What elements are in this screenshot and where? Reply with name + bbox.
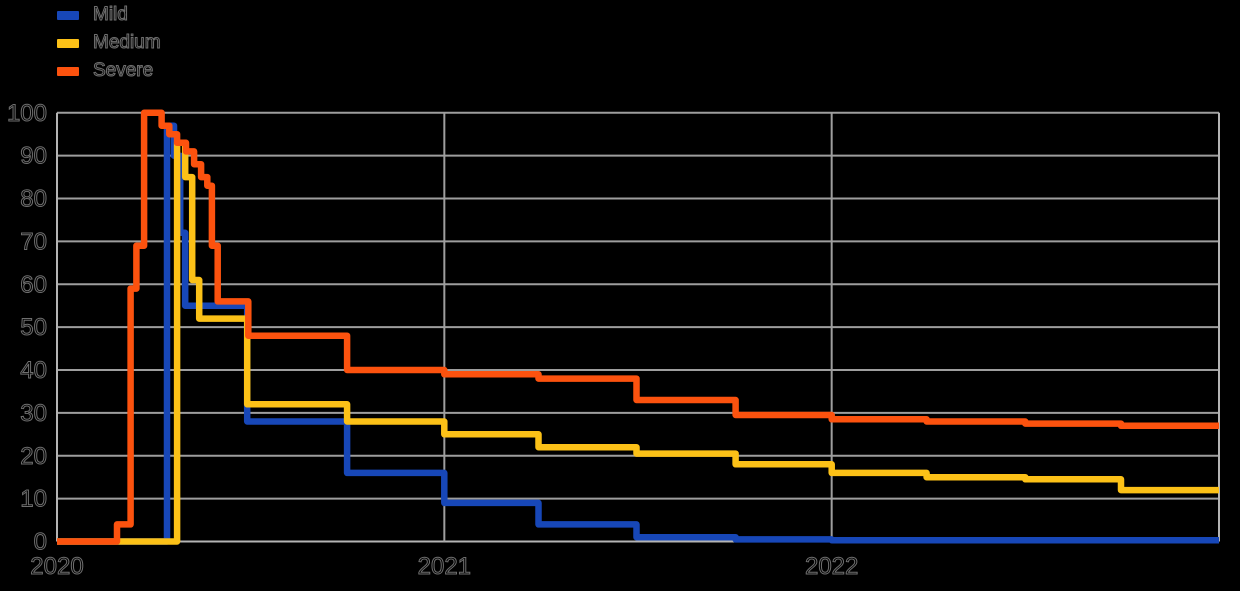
y-tick-label: 40 <box>20 357 47 384</box>
legend-swatch-severe <box>57 66 79 76</box>
y-tick-label: 10 <box>20 486 47 513</box>
x-tick-label: 2022 <box>805 553 858 580</box>
y-tick-label: 0 <box>34 529 47 556</box>
axis-tick-labels: 0 10 20 30 40 50 60 70 80 90 100 2020 2021 2022 <box>6 99 858 580</box>
legend-label-mild: Mild <box>93 4 129 26</box>
y-tick-label: 30 <box>20 400 47 427</box>
series-lines <box>57 109 1219 545</box>
legend-item-mild[interactable]: Mild <box>57 1 161 29</box>
legend-label-severe: Severe <box>92 60 154 82</box>
x-tick-label: 2020 <box>30 553 83 580</box>
legend-item-medium[interactable]: Medium <box>57 29 161 57</box>
y-tick-label: 80 <box>20 186 47 213</box>
series-line-medium <box>57 139 1219 545</box>
y-tick-label: 90 <box>20 143 47 170</box>
legend-item-severe[interactable]: Severe <box>57 57 161 85</box>
x-tick-label: 2021 <box>418 553 471 580</box>
y-tick-label: 60 <box>20 271 47 298</box>
y-tick-label: 20 <box>20 443 47 470</box>
series-line-severe <box>57 109 1219 545</box>
legend-label-medium: Medium <box>93 32 162 54</box>
legend-swatch-mild <box>57 10 79 20</box>
y-tick-label: 50 <box>20 314 47 341</box>
legend-swatch-medium <box>57 38 79 48</box>
y-tick-label: 100 <box>7 100 47 127</box>
legend: Mild Medium Severe <box>57 1 161 85</box>
y-tick-label: 70 <box>20 228 47 255</box>
